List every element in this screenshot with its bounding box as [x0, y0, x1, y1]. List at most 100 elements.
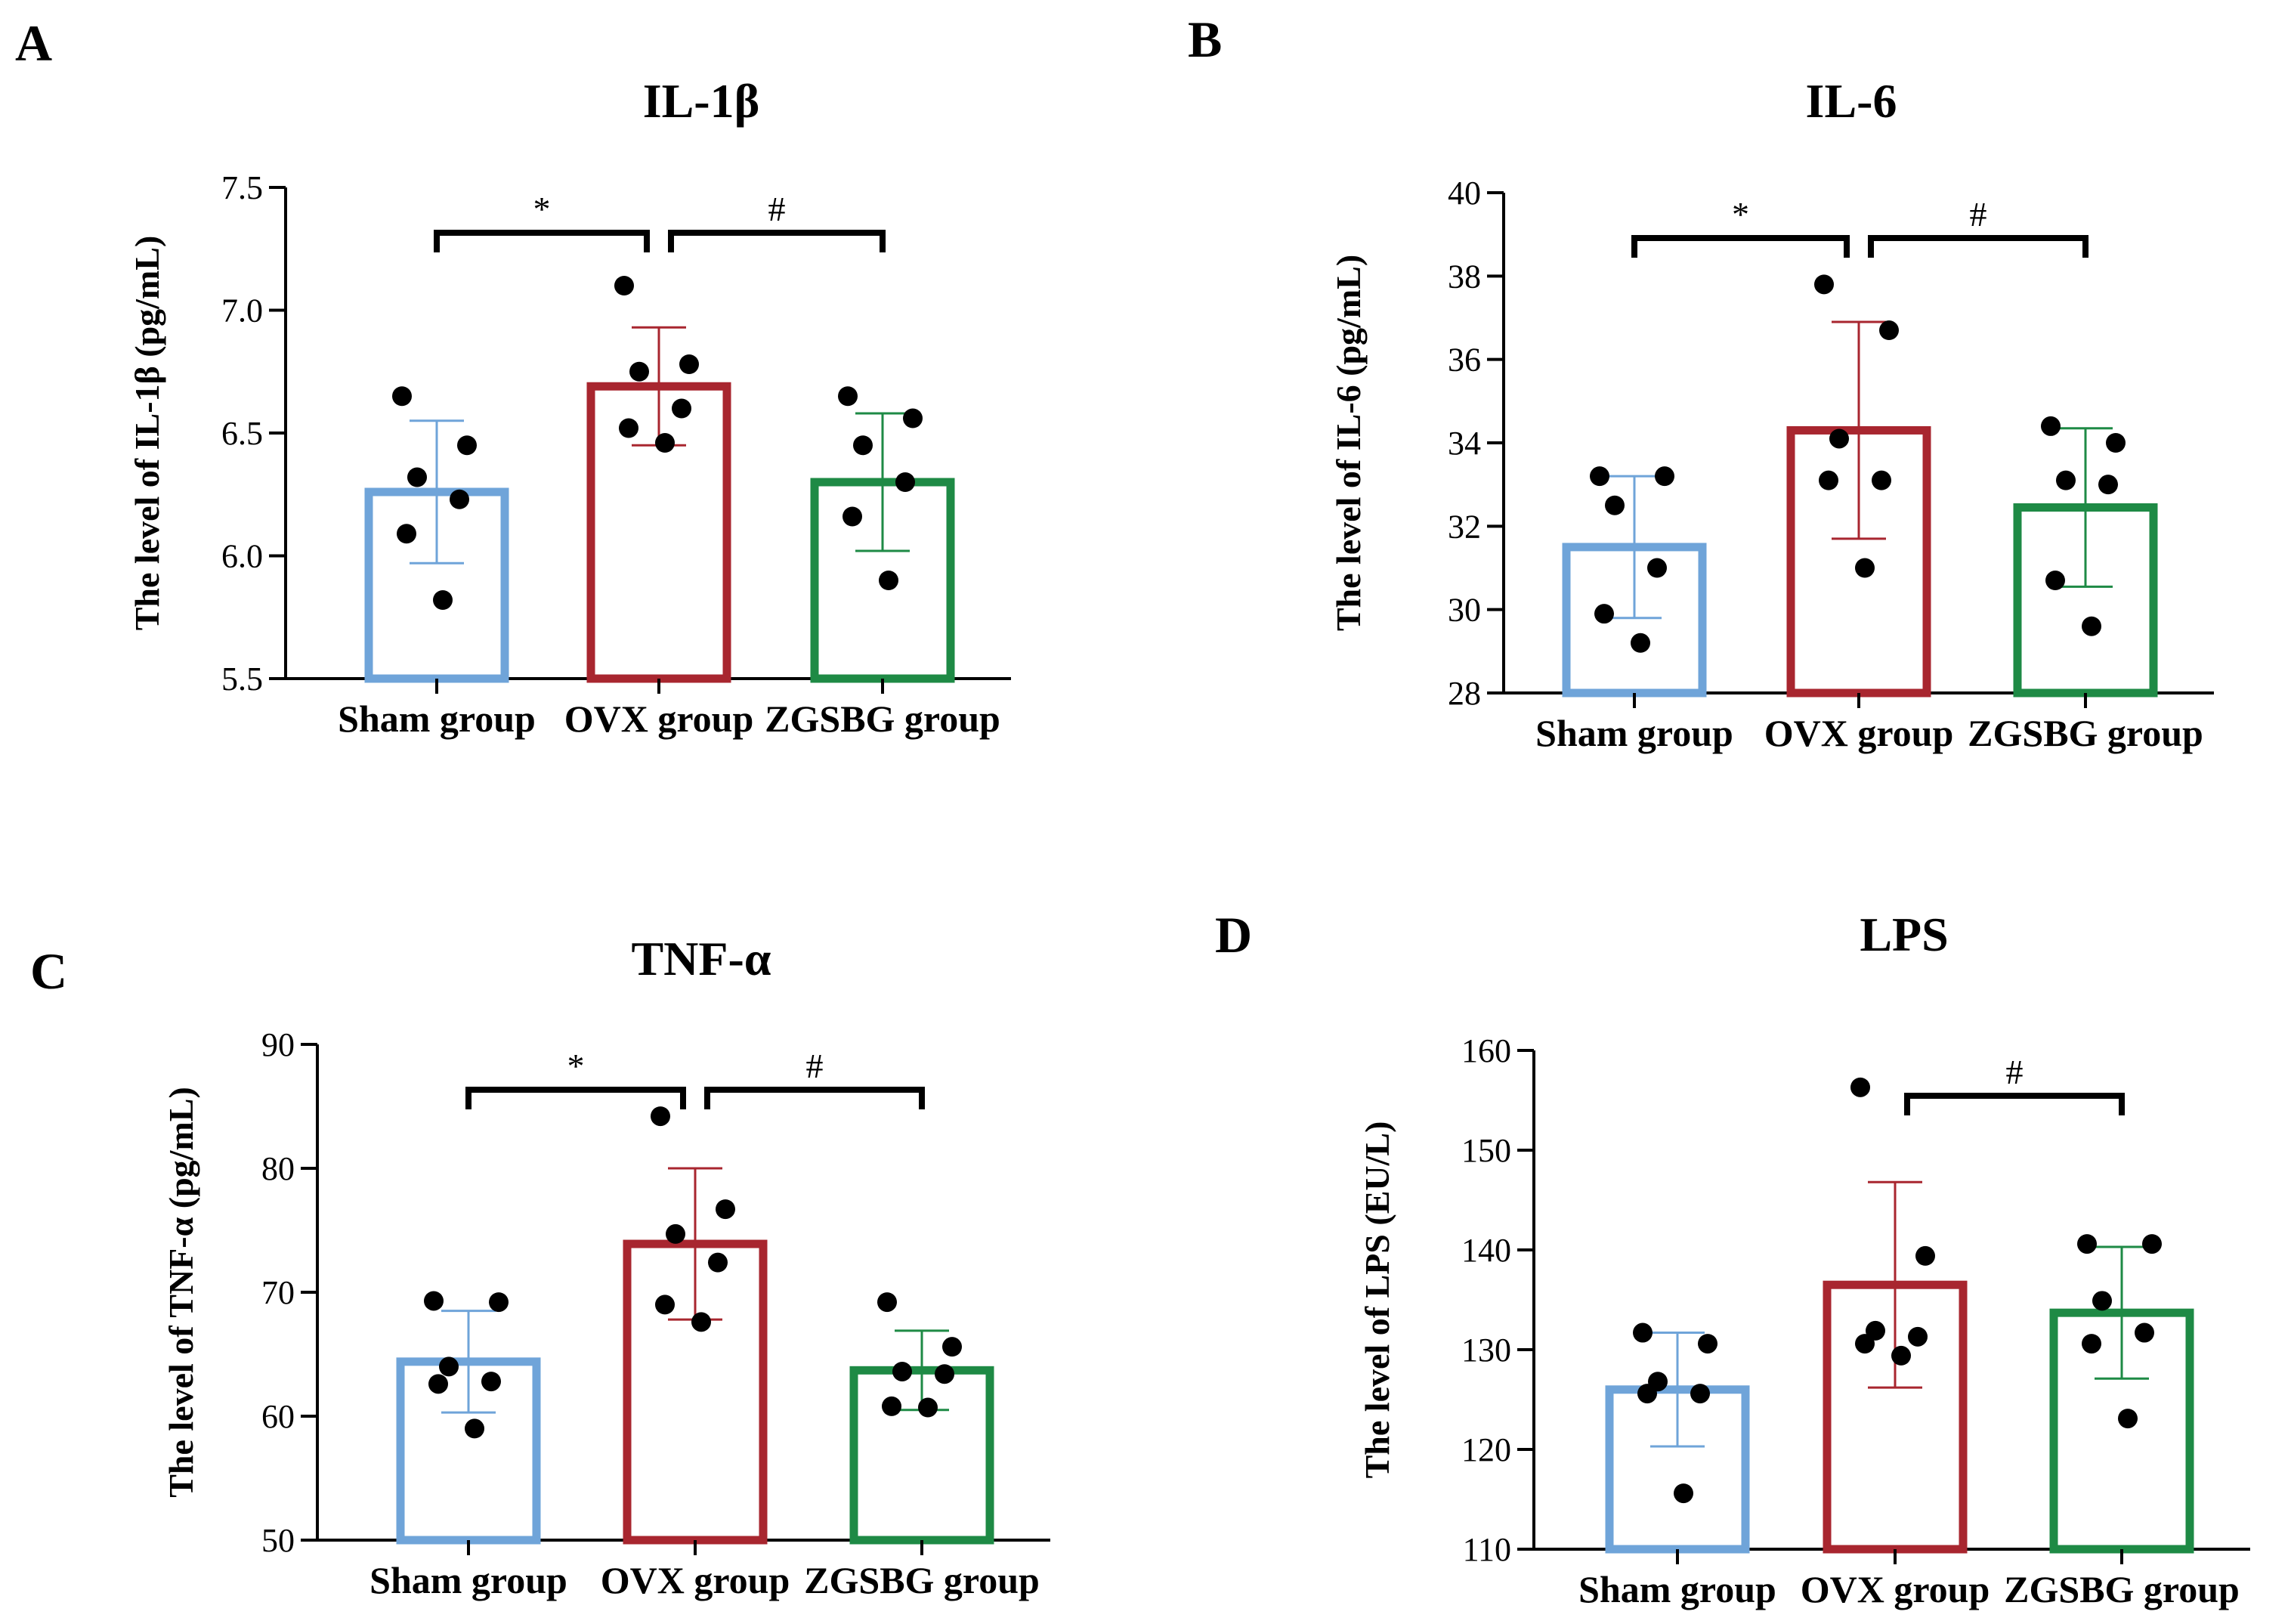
data-point — [895, 472, 915, 492]
data-point — [691, 1312, 711, 1332]
category-label: OVX group — [564, 698, 754, 740]
data-point — [1855, 558, 1875, 578]
data-point — [439, 1356, 459, 1377]
data-point — [1814, 274, 1834, 295]
data-point — [1855, 1334, 1875, 1354]
data-point — [708, 1252, 728, 1273]
y-axis-label: The level of IL-1β (pg/mL) — [128, 236, 166, 631]
data-point — [651, 1106, 670, 1127]
data-point — [853, 435, 873, 456]
data-point — [1655, 466, 1674, 487]
panel-letter: A — [15, 14, 52, 72]
data-point — [619, 418, 638, 438]
data-point — [655, 433, 675, 453]
y-axis-label: The level of LPS (EU/L) — [1358, 1121, 1396, 1479]
data-point — [903, 408, 923, 428]
data-point — [1879, 320, 1899, 341]
panel-letter: C — [30, 942, 67, 1000]
significance-bracket — [668, 230, 886, 252]
data-point — [716, 1199, 735, 1220]
y-tick-label: 120 — [1461, 1431, 1511, 1468]
data-point — [666, 1223, 685, 1244]
data-point — [1915, 1245, 1935, 1266]
chart-panel-B: B IL-6 The level of IL-6 (pg/mL) 28 30 32 34 36… — [1188, 11, 2214, 754]
significance-marker: * — [533, 190, 551, 228]
category-label: OVX group — [1801, 1568, 1990, 1610]
y-tick-label: 34 — [1448, 425, 1481, 462]
significance-marker: * — [567, 1047, 585, 1085]
chart-title: LPS — [1860, 908, 1948, 961]
category-label: OVX group — [601, 1559, 790, 1601]
category-label: ZGSBG group — [2004, 1568, 2240, 1610]
data-point — [1631, 633, 1650, 653]
data-point — [2092, 1291, 2112, 1311]
chart-panel-D: D LPS The level of LPS (EU/L) 110 120 130 140 1… — [1215, 906, 2250, 1610]
y-tick-label: 160 — [1461, 1032, 1511, 1069]
significance-marker: # — [2006, 1053, 2024, 1091]
y-tick-label: 7.0 — [221, 292, 263, 329]
data-point — [892, 1361, 912, 1381]
y-tick-label: 90 — [261, 1026, 295, 1063]
data-point — [1908, 1326, 1928, 1347]
data-point — [838, 386, 858, 407]
data-point — [1647, 558, 1667, 578]
y-tick-label: 50 — [261, 1522, 295, 1559]
data-point — [428, 1374, 448, 1394]
significance-bracket — [465, 1087, 686, 1109]
data-point — [1891, 1345, 1911, 1366]
y-tick-label: 80 — [261, 1150, 295, 1187]
data-point — [2106, 433, 2126, 453]
data-point — [1698, 1334, 1717, 1354]
panel-letter: B — [1188, 11, 1222, 68]
category-label: Sham group — [1535, 712, 1733, 754]
data-point — [2135, 1322, 2154, 1343]
significance-marker: # — [768, 190, 786, 228]
category-label: Sham group — [338, 698, 536, 740]
significance-bracket — [1904, 1093, 2125, 1115]
data-point — [1690, 1384, 1710, 1404]
significance-bracket — [1868, 235, 2088, 258]
y-tick-label: 28 — [1448, 675, 1481, 712]
y-tick-label: 5.5 — [221, 660, 263, 698]
y-tick-label: 60 — [261, 1398, 295, 1435]
y-tick-label: 30 — [1448, 592, 1481, 629]
data-point — [1850, 1077, 1870, 1097]
data-point — [877, 1292, 897, 1313]
chart-panel-A: A IL-1β The level of IL-1β (pg/mL) 5.5 6.0 6.… — [15, 14, 1011, 740]
data-point — [679, 354, 699, 374]
data-point — [655, 1295, 675, 1315]
significance-marker: # — [806, 1047, 824, 1085]
data-point — [1637, 1384, 1657, 1404]
category-label: Sham group — [369, 1559, 567, 1601]
data-point — [1633, 1322, 1653, 1343]
data-point — [918, 1397, 938, 1418]
y-tick-label: 6.5 — [221, 415, 263, 452]
category-label: ZGSBG group — [1968, 712, 2203, 754]
data-point — [672, 398, 691, 419]
data-point — [2056, 470, 2076, 490]
chart-title: IL-6 — [1806, 74, 1897, 128]
significance-bracket — [1631, 235, 1850, 258]
data-point — [2098, 475, 2118, 495]
data-point — [2142, 1234, 2162, 1254]
data-point — [2082, 616, 2101, 636]
significance-bracket — [704, 1087, 925, 1109]
data-point — [465, 1418, 484, 1439]
chart-title: TNF-α — [631, 932, 771, 985]
data-point — [489, 1292, 509, 1313]
data-point — [1674, 1483, 1693, 1504]
chart-title: IL-1β — [643, 74, 760, 128]
data-point — [1819, 470, 1838, 490]
y-axis-label: The level of IL-6 (pg/mL) — [1329, 255, 1368, 631]
y-tick-label: 150 — [1461, 1132, 1511, 1169]
data-point — [457, 435, 477, 456]
data-point — [397, 524, 416, 544]
significance-marker: # — [1970, 195, 1987, 234]
y-tick-label: 130 — [1461, 1332, 1511, 1369]
data-point — [843, 506, 862, 527]
y-tick-label: 6.0 — [221, 538, 263, 575]
y-tick-label: 70 — [261, 1274, 295, 1311]
panel-letter: D — [1215, 906, 1252, 964]
data-point — [879, 571, 898, 590]
